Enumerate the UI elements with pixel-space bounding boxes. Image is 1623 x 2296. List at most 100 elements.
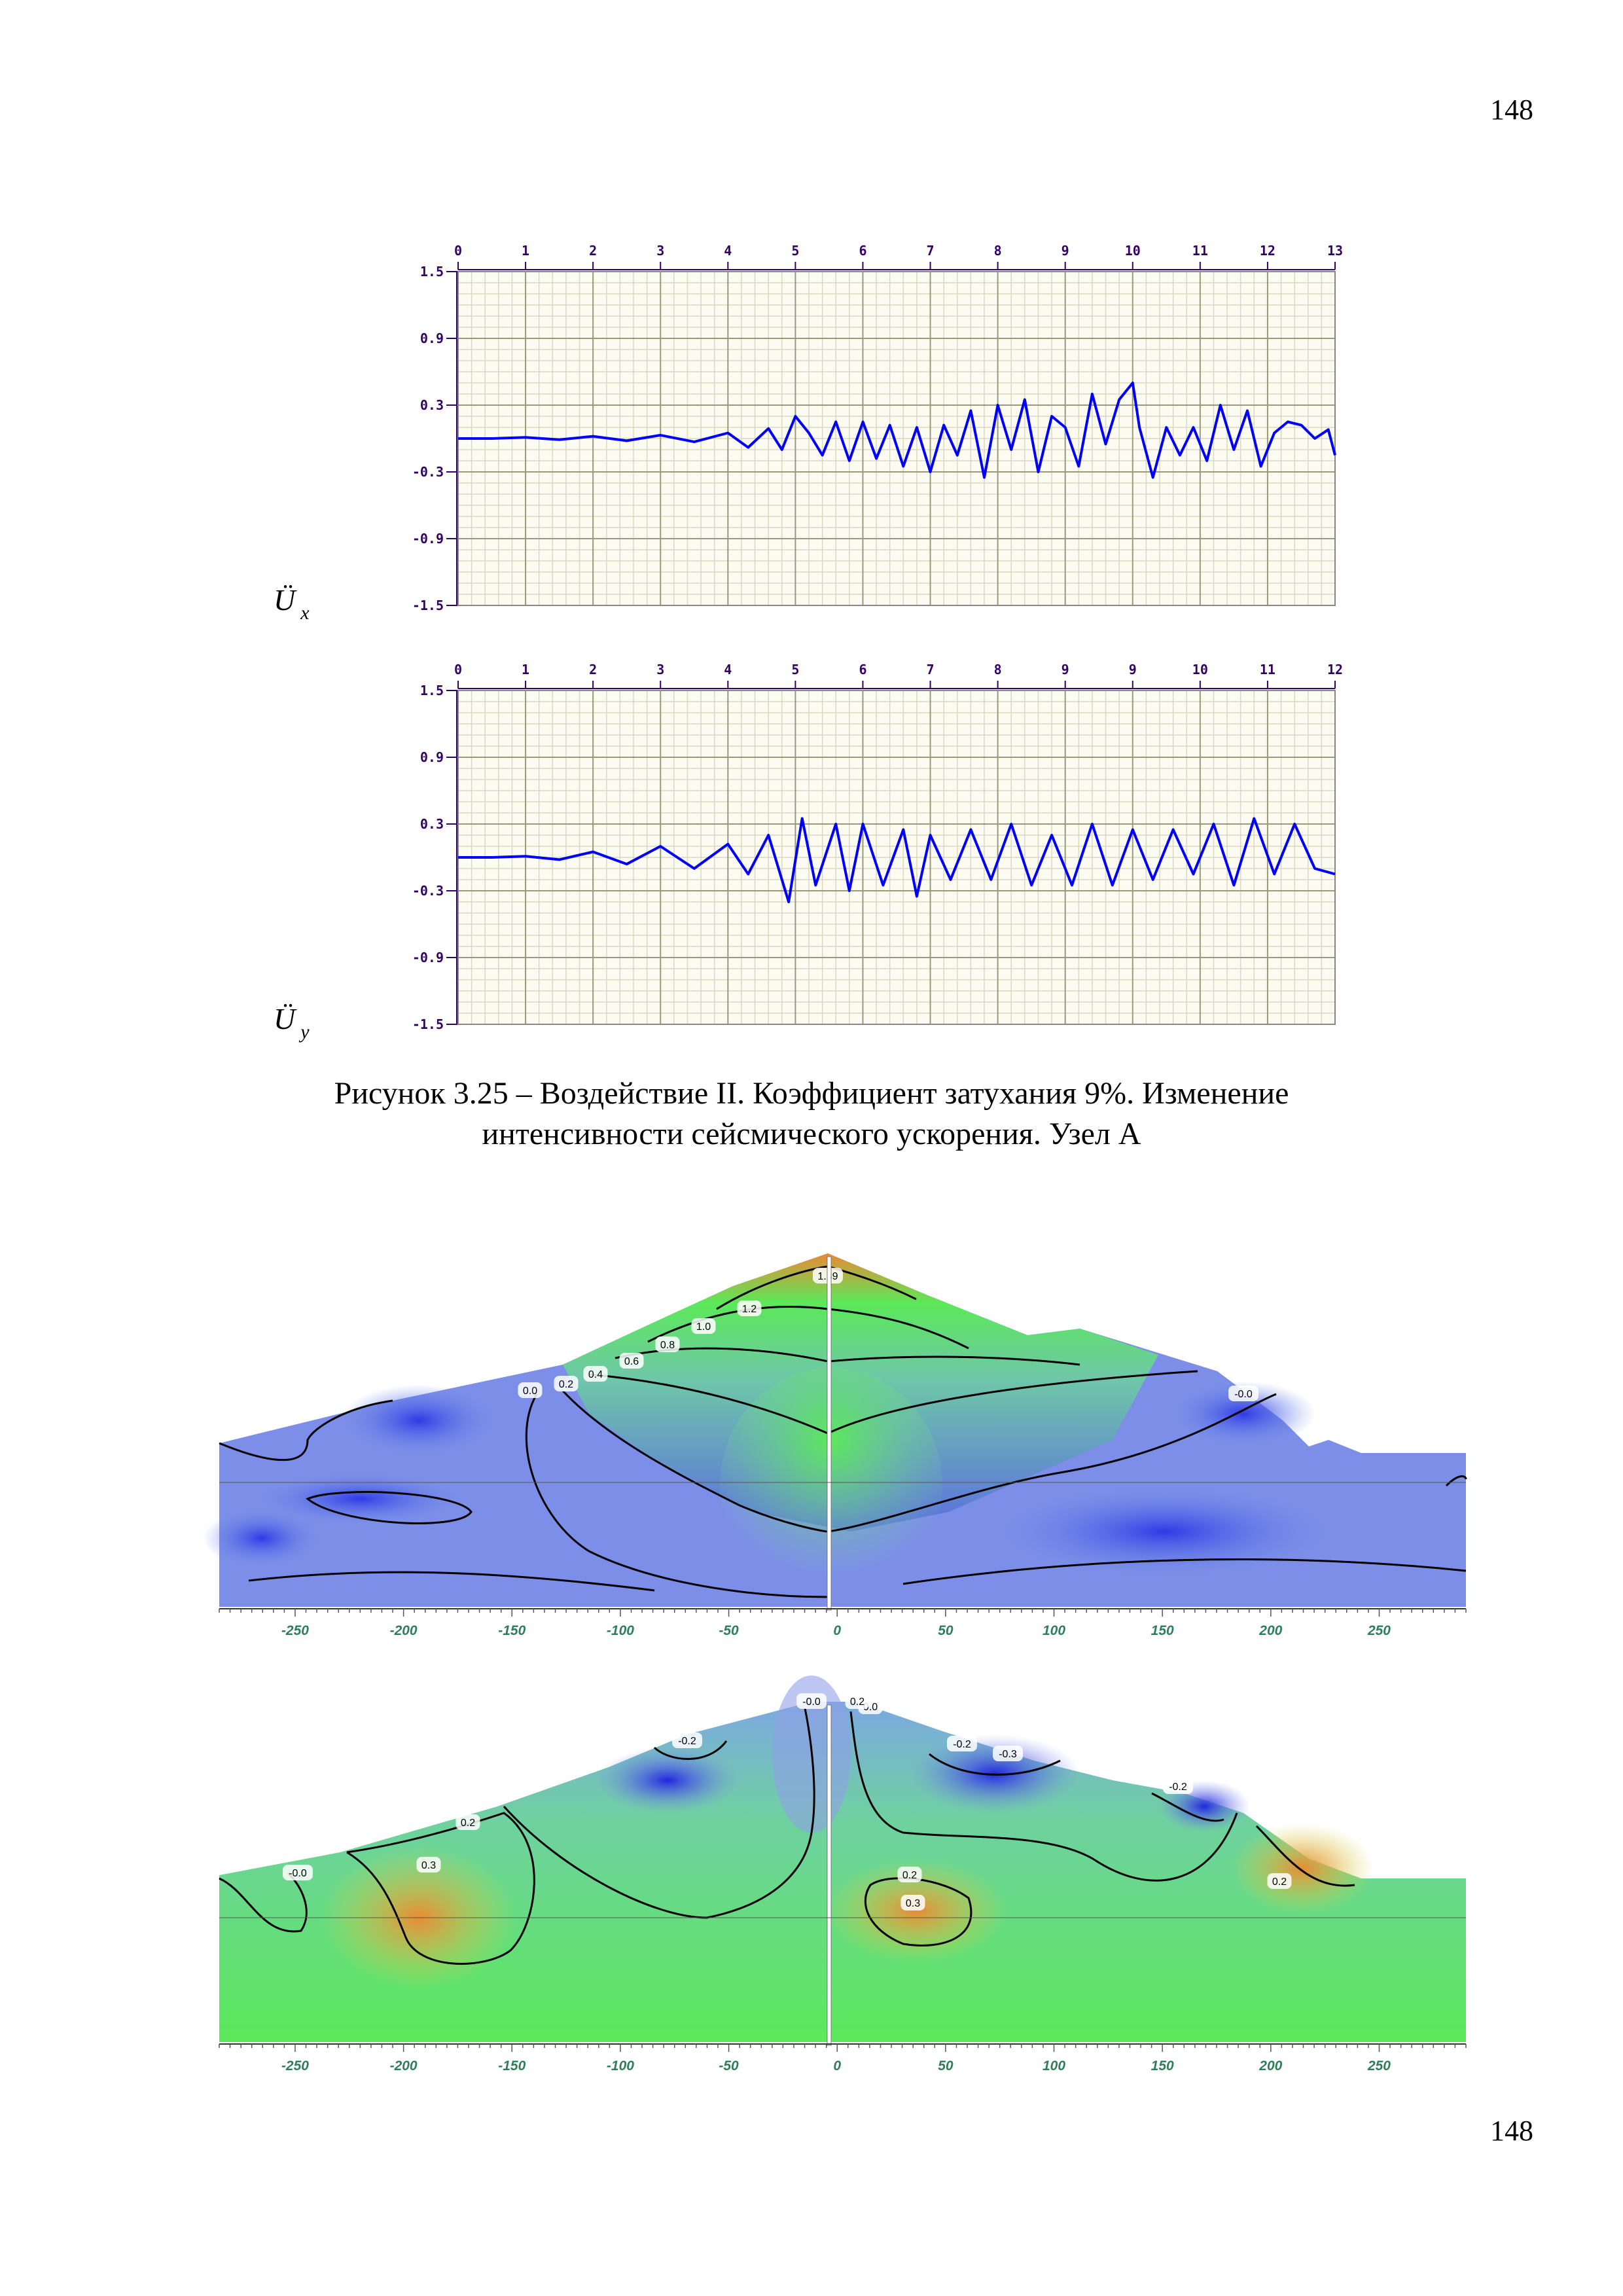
- x-tick-label: 6: [859, 662, 866, 677]
- y-tick-label: 1.5: [420, 683, 444, 698]
- contour-label-bg: [993, 1746, 1023, 1761]
- map-tick-label: -50: [719, 1623, 739, 1638]
- map-tick-label: -200: [390, 2058, 418, 2073]
- contour-label-bg: [619, 1353, 644, 1369]
- map-tick-label: 0: [833, 1623, 841, 1638]
- y-tick-label: -1.5: [412, 1016, 444, 1032]
- map-tick-label: 100: [1043, 2058, 1065, 2073]
- x-tick-label: 8: [994, 243, 1002, 259]
- contour-label: -0.3: [999, 1749, 1017, 1760]
- x-tick-label: 0: [454, 243, 462, 259]
- contour-label-bg: [796, 1693, 827, 1709]
- x-tick-label: 7: [927, 662, 935, 677]
- map-tick-label: 50: [938, 1623, 954, 1638]
- contour-label-bg: [691, 1318, 716, 1334]
- map-tick-label: 200: [1258, 2058, 1282, 2073]
- x-tick-label: 12: [1260, 243, 1275, 259]
- figure-caption: Рисунок 3.25 – Воздействие II. Коэффицие…: [0, 1073, 1623, 1155]
- contour-label-bg: [455, 1814, 480, 1830]
- map-tick-label: 0: [833, 2058, 841, 2073]
- contour-label: -0.2: [678, 1736, 696, 1747]
- x-tick-label: 10: [1192, 662, 1208, 677]
- contour-label-bg: [1267, 1873, 1292, 1889]
- x-tick-label: 5: [791, 662, 799, 677]
- map-tick-label: -50: [719, 2058, 739, 2073]
- x-tick-label: 13: [1327, 243, 1343, 259]
- contour-label: 0.3: [421, 1860, 436, 1871]
- caption-line-2: интенсивности сейсмического ускорения. У…: [482, 1117, 1141, 1151]
- contour-label-bg: [583, 1366, 608, 1382]
- signal-series: [458, 382, 1336, 479]
- acceleration-chart-y: 0 1 2 3 4 5 6 7 8 9 9 10 11 121.50.90.3-0.3-0.9-1.5: [412, 662, 1343, 1032]
- contour-label: 0.6: [624, 1356, 639, 1367]
- y-tick-label: 0.9: [420, 331, 444, 346]
- x-tick-label: 11: [1260, 662, 1275, 677]
- dam-profile-2: [219, 1702, 1466, 2042]
- contour-label: 0.2: [902, 1870, 917, 1881]
- map-tick-label: -250: [281, 1623, 309, 1638]
- map-tick-label: 100: [1043, 1623, 1065, 1638]
- contour-label-bg: [283, 1865, 313, 1880]
- contour-label: 0.8: [660, 1340, 675, 1351]
- page-number-bottom: 148: [1490, 2115, 1533, 2147]
- contour-label-bg: [901, 1895, 925, 1910]
- contour-label-bg: [897, 1867, 922, 1882]
- contour-label-bg: [554, 1376, 579, 1391]
- x-tick-label: 4: [724, 662, 732, 677]
- map-tick-label: 150: [1151, 2058, 1174, 2073]
- contour-label-bg: [655, 1336, 680, 1352]
- contour-label: 0.2: [559, 1379, 573, 1390]
- map-tick-label: 50: [938, 2058, 954, 2073]
- reference-line-1: [827, 1256, 832, 1611]
- page-number-top: 148: [1490, 94, 1533, 126]
- y-tick-label: -0.3: [412, 464, 444, 480]
- y-tick-label: 0.3: [420, 816, 444, 832]
- x-tick-label: 5: [791, 243, 799, 259]
- x-tick-label: 9: [1061, 662, 1069, 677]
- x-tick-label: 11: [1192, 243, 1208, 259]
- x-tick-label: 9: [1061, 243, 1069, 259]
- x-tick-label: 9: [1129, 662, 1137, 677]
- contour-map-x: 1.391.21.00.80.60.40.20.0-0.0 -250-200-1…: [203, 1253, 1467, 1638]
- y-tick-label: -0.3: [412, 883, 444, 899]
- map-2-x-axis: -250 -200 -150 -100 -50 0 50 100 150 200 250: [219, 2044, 1467, 2073]
- x-tick-label: 0: [454, 662, 462, 677]
- y-tick-label: -0.9: [412, 531, 444, 547]
- y-tick-label: -0.9: [412, 950, 444, 965]
- y-tick-label: 0.9: [420, 749, 444, 765]
- signal-series: [458, 817, 1336, 903]
- contour-label: -0.0: [1234, 1389, 1253, 1400]
- contour-label-bg: [845, 1693, 870, 1709]
- reference-line-2: [827, 1704, 832, 2046]
- contour-label: 0.2: [1272, 1876, 1287, 1888]
- contour-label-bg: [1228, 1386, 1258, 1401]
- y-tick-label: -1.5: [412, 598, 444, 613]
- x-tick-label: 8: [994, 662, 1002, 677]
- map-tick-label: -250: [281, 2058, 309, 2073]
- x-tick-label: 7: [927, 243, 935, 259]
- contour-label-bg: [518, 1382, 543, 1398]
- contour-label: -0.0: [802, 1696, 821, 1708]
- map-tick-label: 200: [1258, 1623, 1282, 1638]
- contour-label-bg: [737, 1300, 762, 1316]
- x-tick-label: 3: [656, 662, 664, 677]
- contour-labels-map-1: 1.391.21.00.80.60.40.20.0-0.0: [518, 1268, 1258, 1401]
- map-tick-label: -100: [607, 1623, 634, 1638]
- contour-label: -0.2: [1169, 1782, 1187, 1793]
- x-tick-label: 2: [589, 662, 597, 677]
- x-tick-label: 10: [1125, 243, 1141, 259]
- map-tick-label: 250: [1367, 2058, 1391, 2073]
- x-tick-label: 12: [1327, 662, 1343, 677]
- contour-label: -0.0: [289, 1868, 307, 1879]
- map-tick-label: 250: [1367, 1623, 1391, 1638]
- x-tick-label: 2: [589, 243, 597, 259]
- contour-label: 0.2: [461, 1818, 475, 1829]
- contour-label: 0.3: [906, 1898, 920, 1909]
- x-tick-label: 4: [724, 243, 732, 259]
- contour-label: 0.4: [588, 1369, 603, 1380]
- map-tick-label: -200: [390, 1623, 418, 1638]
- contour-label-bg: [947, 1736, 977, 1751]
- contour-label-bg: [672, 1732, 702, 1748]
